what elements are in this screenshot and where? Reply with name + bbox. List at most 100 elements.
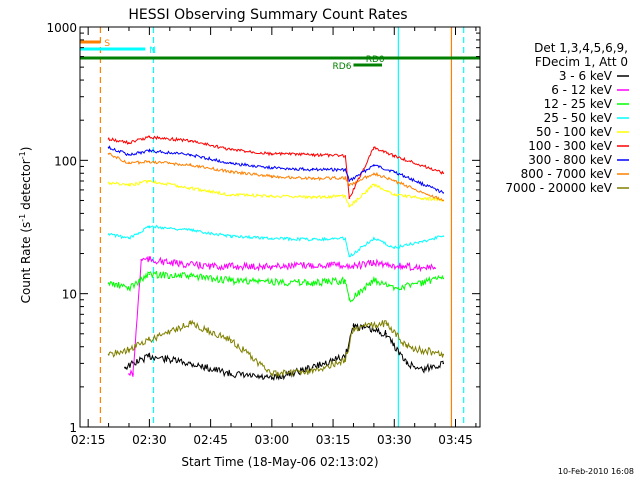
legend-header-line-2: FDecim 1, Att 0 <box>535 55 628 69</box>
series-point-4-10 <box>393 194 396 196</box>
series-point-8-4 <box>230 339 232 341</box>
series-point-4-0 <box>107 181 110 184</box>
series-point-6-6 <box>311 168 314 171</box>
legend-label-4: 50 - 100 keV <box>536 125 613 139</box>
y-axis-label-main: Count Rate (s <box>19 222 33 304</box>
series-point-5-11 <box>442 172 445 175</box>
series-point-6-8 <box>348 180 351 182</box>
series-point-0-11 <box>442 362 445 365</box>
timestamp: 10-Feb-2010 16:08 <box>558 467 634 476</box>
legend: Det 1,3,4,5,6,9, FDecim 1, Att 0 3 - 6 k… <box>505 41 629 195</box>
series-point-2-9 <box>373 279 375 282</box>
legend-label-3: 25 - 50 keV <box>544 111 613 125</box>
series-point-2-3 <box>189 275 192 278</box>
series-point-5-3 <box>189 140 192 142</box>
legend-label-5: 100 - 300 keV <box>528 139 612 153</box>
chart-title: HESSI Observing Summary Count Rates <box>128 7 407 23</box>
series-point-1-2 <box>140 258 143 261</box>
series-point-7-11 <box>442 199 445 202</box>
series-point-6-11 <box>442 192 445 194</box>
series-point-7-0 <box>107 152 110 155</box>
series-point-4-5 <box>271 195 273 197</box>
series-point-6-4 <box>230 162 232 165</box>
series-point-7-8 <box>348 184 351 187</box>
x-tick-label-3: 03:00 <box>255 433 290 447</box>
series-point-8-8 <box>352 327 355 330</box>
series-point-0-3 <box>230 373 232 375</box>
series-point-2-1 <box>128 287 130 289</box>
series-point-3-7 <box>344 237 347 240</box>
series-line-7 <box>108 152 444 201</box>
series-point-8-11 <box>442 353 445 356</box>
series-point-3-3 <box>189 229 192 231</box>
series-point-5-0 <box>107 138 110 140</box>
series-point-2-0 <box>107 282 110 284</box>
series-point-4-3 <box>189 187 192 189</box>
series-point-7-9 <box>373 172 375 175</box>
series-point-7-4 <box>230 171 232 173</box>
series-point-0-7 <box>352 324 355 327</box>
y-axis-label-mid: detector <box>19 159 33 214</box>
y-axis-label-sup2: -1 <box>18 151 27 159</box>
series-point-3-1 <box>128 237 130 240</box>
series-point-7-3 <box>189 164 192 166</box>
series-point-8-5 <box>271 373 273 375</box>
series-point-3-0 <box>107 233 110 235</box>
x-tick-label-5: 03:30 <box>377 433 412 447</box>
flag-label-s: S <box>104 39 110 49</box>
series-point-0-1 <box>148 355 151 357</box>
series-line-4 <box>108 179 444 207</box>
series-line-5 <box>108 135 444 199</box>
series-point-0-9 <box>405 362 408 365</box>
legend-label-6: 300 - 800 keV <box>528 153 612 167</box>
series-point-2-10 <box>393 287 396 289</box>
series-point-8-1 <box>128 348 130 351</box>
series-point-7-1 <box>128 162 130 165</box>
series-point-8-3 <box>189 322 192 325</box>
series-point-0-0 <box>124 366 126 369</box>
x-tick-label-6: 03:45 <box>438 433 473 447</box>
y-axis-label-end: ) <box>19 147 33 152</box>
series-point-8-6 <box>311 370 314 373</box>
flag-label-rd0: RD0 <box>366 55 385 65</box>
series-point-8-2 <box>148 339 151 341</box>
series-point-5-7 <box>344 155 347 157</box>
series-point-2-5 <box>271 280 273 283</box>
series-point-5-6 <box>311 154 314 156</box>
y-tick-label-1: 10 <box>62 288 77 302</box>
plot-frame <box>79 26 481 428</box>
series-point-2-7 <box>344 279 347 282</box>
series-point-1-6 <box>271 265 273 268</box>
series-point-5-8 <box>348 197 351 199</box>
legend-label-2: 12 - 25 keV <box>544 97 613 111</box>
series-line-3 <box>108 224 444 258</box>
series-point-1-10 <box>401 265 404 268</box>
series-point-6-1 <box>128 154 130 156</box>
series-point-2-11 <box>442 277 445 280</box>
y-axis-label: Count Rate (s-1 detector-1) <box>18 147 33 304</box>
x-tick-label-2: 02:45 <box>193 433 228 447</box>
series-line-6 <box>108 145 444 194</box>
series-point-7-2 <box>148 160 151 163</box>
series-point-1-9 <box>373 262 375 264</box>
series-point-8-0 <box>107 353 110 356</box>
series-point-1-1 <box>132 373 134 375</box>
series-point-2-4 <box>230 279 232 282</box>
series-point-3-9 <box>373 237 375 240</box>
series-point-6-7 <box>344 168 347 171</box>
series-line-8 <box>108 319 444 378</box>
series-point-1-4 <box>168 262 171 264</box>
series-point-7-6 <box>311 177 314 180</box>
series-point-5-9 <box>373 146 375 149</box>
series-point-0-8 <box>385 333 387 335</box>
series-point-6-9 <box>373 164 375 166</box>
series-point-6-5 <box>271 166 273 169</box>
series-point-2-6 <box>311 282 314 284</box>
series-point-0-4 <box>271 377 273 380</box>
plot-area: S N RD0 RD6 <box>80 27 480 427</box>
series-point-4-4 <box>230 194 232 196</box>
series-point-4-2 <box>148 180 151 182</box>
series-point-1-11 <box>434 267 436 270</box>
series-point-0-10 <box>422 368 424 371</box>
